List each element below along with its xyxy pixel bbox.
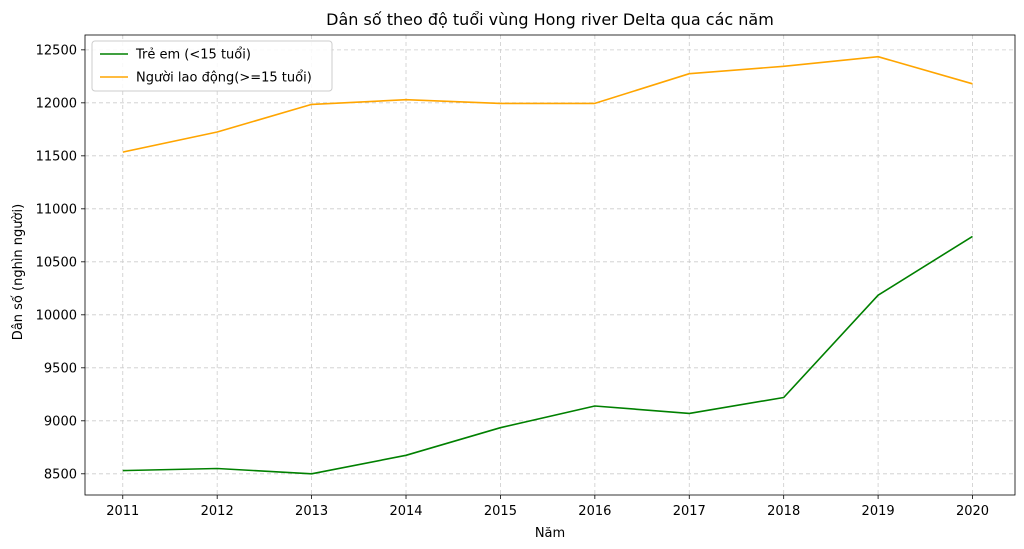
series-line-2	[122, 55, 973, 153]
x-tick-label: 2018	[767, 504, 800, 519]
chart-title: Dân số theo độ tuổi vùng Hong river Delt…	[326, 10, 774, 29]
x-axis-label: Năm	[535, 526, 565, 541]
y-tick-label: 11500	[36, 149, 77, 164]
legend-label-2: Người lao động(>=15 tuổi)	[136, 71, 312, 86]
series-line-1	[122, 235, 973, 475]
legend: Trẻ em (<15 tuổi) Người lao động(>=15 tuổ…	[91, 40, 333, 92]
x-tick-label: 2019	[862, 504, 895, 519]
x-tick-label: 2020	[956, 504, 989, 519]
legend-label-1: Trẻ em (<15 tuổi)	[135, 48, 251, 63]
x-tick-label: 2016	[578, 504, 611, 519]
x-tick-label: 2015	[484, 504, 517, 519]
y-tick-label: 10000	[36, 308, 77, 323]
plot-frame	[84, 34, 1016, 496]
y-tick-label: 12000	[36, 96, 77, 111]
y-tick-label: 9000	[44, 414, 77, 429]
y-tick-label: 11000	[36, 202, 77, 217]
x-tick-label: 2011	[106, 504, 139, 519]
y-tick-label: 9500	[44, 361, 77, 376]
x-tick-label: 2017	[673, 504, 706, 519]
y-tick-label: 12500	[36, 43, 77, 58]
x-tick-label: 2012	[201, 504, 234, 519]
legend-box	[91, 40, 333, 92]
series-lines	[122, 55, 973, 475]
y-tick-label: 10500	[36, 255, 77, 270]
x-tick-label: 2013	[295, 504, 328, 519]
y-tick-label: 8500	[44, 467, 77, 482]
y-axis-label: Dân số (nghìn người)	[11, 204, 26, 340]
axis-ticks: 2011 2012 2013 2014 2015 2016 2017 2018 2019 2020…	[36, 43, 989, 519]
x-tick-label: 2014	[389, 504, 422, 519]
